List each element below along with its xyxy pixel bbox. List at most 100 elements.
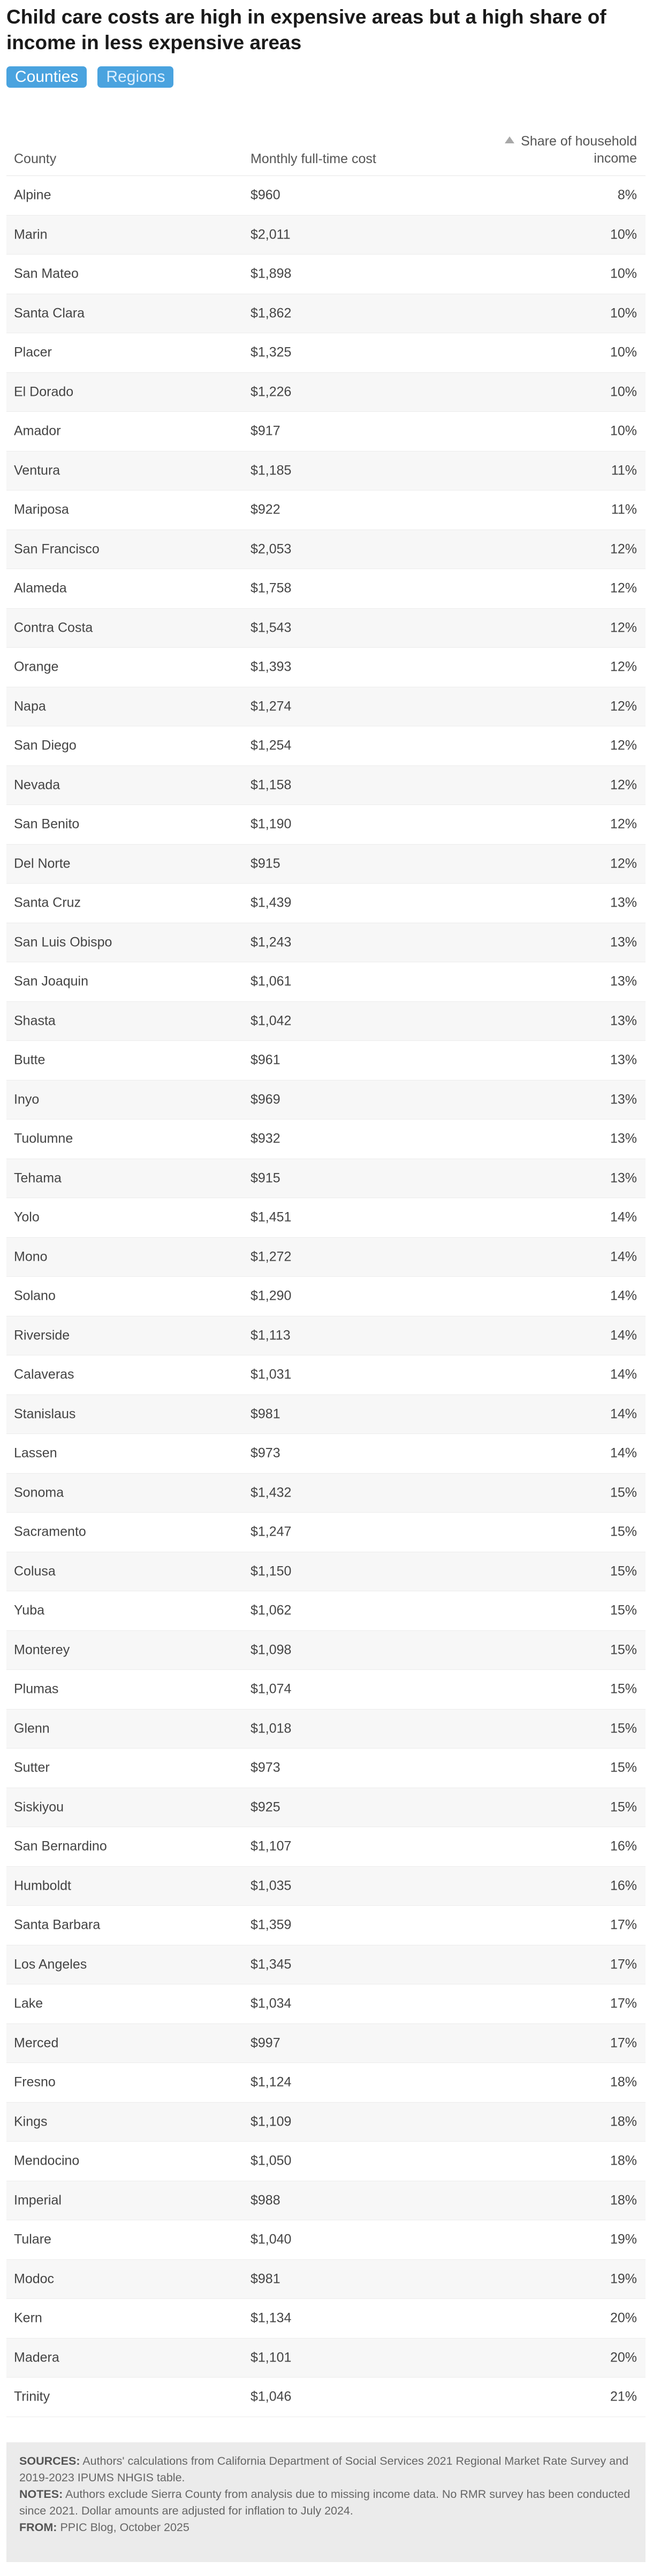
table-row: Stanislaus $981 14%	[6, 1394, 646, 1434]
county-cell: Sonoma	[14, 1485, 64, 1500]
share-cell: 15%	[610, 1760, 637, 1775]
cost-cell: $1,061	[250, 973, 292, 989]
cost-cell: $1,042	[250, 1013, 292, 1029]
table-row: Amador $917 10%	[6, 412, 646, 451]
cost-cell: $1,190	[250, 816, 292, 832]
table-row: Monterey $1,098 15%	[6, 1630, 646, 1670]
county-cell: Tehama	[14, 1170, 62, 1186]
table-row: Madera $1,101 20%	[6, 2338, 646, 2378]
cost-cell: $960	[250, 187, 280, 203]
table-row: Shasta $1,042 13%	[6, 1001, 646, 1041]
cost-cell: $1,451	[250, 1209, 292, 1225]
table-row: Sonoma $1,432 15%	[6, 1473, 646, 1513]
table-row: Trinity $1,046 21%	[6, 2378, 646, 2417]
cost-cell: $1,758	[250, 580, 292, 596]
county-cell: Orange	[14, 659, 59, 674]
table-row: Solano $1,290 14%	[6, 1277, 646, 1316]
county-cell: Sutter	[14, 1760, 50, 1775]
cost-cell: $969	[250, 1092, 280, 1107]
cost-cell: $1,543	[250, 620, 292, 635]
county-cell: El Dorado	[14, 384, 74, 400]
cost-cell: $1,254	[250, 738, 292, 753]
county-cell: Solano	[14, 1288, 56, 1304]
county-cell: Lake	[14, 1996, 43, 2011]
table-row: Colusa $1,150 15%	[6, 1552, 646, 1591]
cost-cell: $1,034	[250, 1996, 292, 2011]
tab-regions[interactable]: Regions	[97, 66, 174, 88]
share-cell: 12%	[610, 856, 637, 871]
sources-note: SOURCES: Authors' calculations from Cali…	[19, 2453, 633, 2486]
county-cell: Kings	[14, 2114, 48, 2129]
county-cell: Tulare	[14, 2232, 51, 2247]
share-cell: 12%	[610, 580, 637, 596]
cost-cell: $1,359	[250, 1917, 292, 1933]
share-cell: 16%	[610, 1838, 637, 1854]
table-row: Ventura $1,185 11%	[6, 451, 646, 490]
share-cell: 11%	[611, 502, 637, 517]
county-cell: Shasta	[14, 1013, 56, 1029]
cost-cell: $1,439	[250, 895, 292, 910]
table-row: San Bernardino $1,107 16%	[6, 1827, 646, 1867]
county-cell: Mariposa	[14, 502, 69, 517]
share-cell: 10%	[610, 344, 637, 360]
cost-cell: $973	[250, 1445, 280, 1461]
share-cell: 17%	[610, 1996, 637, 2011]
table-row: San Francisco $2,053 12%	[6, 530, 646, 569]
share-cell: 12%	[610, 541, 637, 557]
share-cell: 17%	[610, 2035, 637, 2051]
county-cell: Marin	[14, 227, 48, 242]
county-cell: Placer	[14, 344, 52, 360]
share-cell: 13%	[610, 934, 637, 950]
county-cell: Plumas	[14, 1681, 59, 1697]
share-cell: 8%	[617, 187, 637, 203]
share-header-line2: income	[594, 151, 637, 166]
tab-counties[interactable]: Counties	[6, 66, 87, 88]
county-cell: Santa Barbara	[14, 1917, 101, 1933]
column-header-cost[interactable]: Monthly full-time cost	[250, 151, 376, 166]
share-cell: 14%	[610, 1367, 637, 1382]
county-cell: Inyo	[14, 1092, 40, 1107]
cost-cell: $915	[250, 856, 280, 871]
cost-cell: $1,040	[250, 2232, 292, 2247]
table-row: Alameda $1,758 12%	[6, 569, 646, 609]
table-row: Santa Barbara $1,359 17%	[6, 1906, 646, 1945]
table-row: Placer $1,325 10%	[6, 333, 646, 373]
share-cell: 18%	[610, 2114, 637, 2129]
cost-cell: $932	[250, 1131, 280, 1146]
table-row: Contra Costa $1,543 12%	[6, 608, 646, 648]
share-cell: 15%	[610, 1603, 637, 1618]
county-cell: Alpine	[14, 187, 51, 203]
cost-cell: $1,098	[250, 1642, 292, 1658]
table-row: Lassen $973 14%	[6, 1434, 646, 1474]
share-cell: 12%	[610, 777, 637, 793]
county-cell: Lassen	[14, 1445, 57, 1461]
cost-cell: $981	[250, 2271, 280, 2287]
notes-note: NOTES: Authors exclude Sierra County fro…	[19, 2486, 633, 2519]
cost-cell: $1,862	[250, 305, 292, 321]
table-row: San Mateo $1,898 10%	[6, 255, 646, 294]
cost-cell: $2,011	[250, 227, 291, 242]
county-cell: Modoc	[14, 2271, 55, 2287]
share-cell: 13%	[610, 1013, 637, 1029]
share-cell: 14%	[610, 1406, 637, 1422]
county-cell: Merced	[14, 2035, 59, 2051]
share-cell: 10%	[610, 423, 637, 439]
table-row: Yuba $1,062 15%	[6, 1591, 646, 1631]
column-header-county[interactable]: County	[14, 151, 57, 166]
notes-text: Authors exclude Sierra County from analy…	[19, 2488, 631, 2517]
share-cell: 10%	[610, 384, 637, 400]
cost-cell: $1,134	[250, 2310, 292, 2326]
share-cell: 13%	[610, 895, 637, 910]
share-cell: 11%	[611, 463, 637, 478]
table-row: Tulare $1,040 19%	[6, 2220, 646, 2260]
page-title: Child care costs are high in expensive a…	[6, 6, 606, 53]
share-cell: 13%	[610, 1131, 637, 1146]
county-cell: San Diego	[14, 738, 77, 753]
table-row: Inyo $969 13%	[6, 1080, 646, 1120]
cost-cell: $1,035	[250, 1878, 292, 1893]
cost-cell: $1,101	[250, 2350, 292, 2365]
cost-cell: $973	[250, 1760, 280, 1775]
share-cell: 12%	[610, 659, 637, 674]
table-row: Santa Clara $1,862 10%	[6, 294, 646, 333]
column-header-share[interactable]: Share of household income	[505, 133, 637, 167]
